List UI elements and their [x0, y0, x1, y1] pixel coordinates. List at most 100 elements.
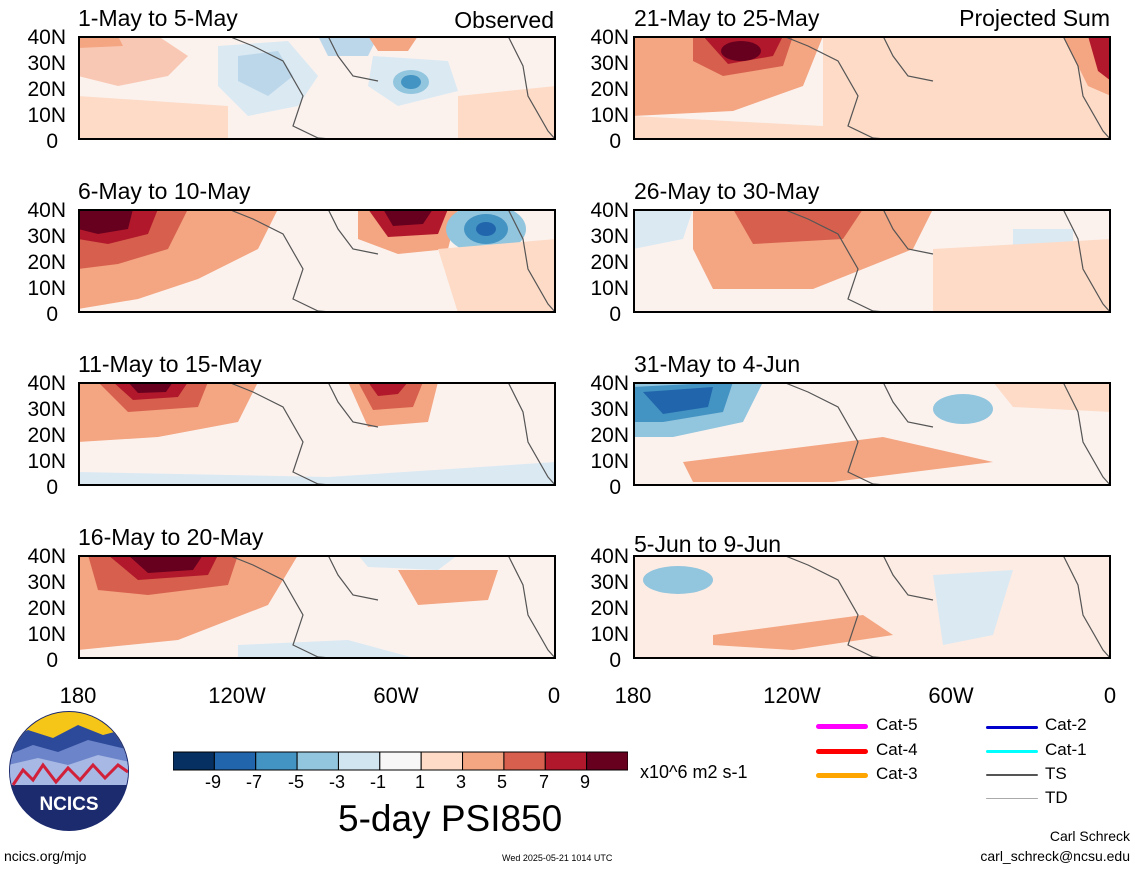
colorbar-tick: 3: [455, 772, 467, 792]
colorbar-units: x10^6 m2 s-1: [640, 762, 748, 782]
colorbar-swatch: [544, 751, 588, 771]
legend-label: Cat-1: [1045, 740, 1087, 759]
lat-label: 10N: [590, 450, 629, 473]
map-panel-5: [633, 36, 1111, 140]
lat-label: 0: [609, 130, 621, 153]
colorbar-swatch: [296, 751, 339, 771]
main-title: 5-day PSI850: [338, 798, 563, 839]
ncics-logo: NCICS: [8, 710, 130, 832]
lon-label: 0: [1103, 683, 1117, 708]
panel-title: 26-May to 30-May: [634, 178, 820, 204]
map-panel-2: [78, 209, 556, 313]
lat-label: 0: [46, 649, 58, 672]
legend-line-cat3: [816, 773, 868, 778]
colorbar-swatch: [213, 751, 257, 771]
lon-label: 180: [614, 683, 652, 708]
lat-label: 40N: [590, 26, 629, 49]
colorbar-swatch: [462, 751, 505, 771]
colorbar-swatch: [503, 751, 546, 771]
colorbar-tick: 5: [496, 772, 508, 792]
lat-label: 30N: [27, 398, 66, 421]
lat-label: 40N: [27, 26, 66, 49]
lon-label: 60W: [373, 683, 419, 708]
map-panel-3: [78, 382, 556, 486]
lat-label: 40N: [27, 545, 66, 568]
colorbar-swatches: [172, 751, 629, 771]
lat-label: 40N: [590, 372, 629, 395]
legend-label: Cat-5: [876, 715, 918, 734]
lat-label: 30N: [27, 52, 66, 75]
lon-label: 0: [547, 683, 561, 708]
footer-author: Carl Schreck: [1049, 828, 1130, 844]
map-panel-6: [633, 209, 1111, 313]
panel-title: 31-May to 4-Jun: [634, 351, 801, 377]
lat-label: 10N: [27, 104, 66, 127]
lat-label: 0: [609, 303, 621, 326]
legend-label: TD: [1045, 788, 1068, 807]
lat-label: 40N: [590, 199, 629, 222]
lat-label: 20N: [27, 597, 66, 620]
colorbar-tick: 9: [579, 772, 591, 792]
colorbar-tick: -1: [369, 772, 387, 792]
lon-label: 120W: [763, 683, 821, 708]
logo-text: NCICS: [39, 794, 98, 815]
map-panel-8: [633, 555, 1111, 659]
legend-label: Cat-2: [1045, 715, 1087, 734]
panel-title: 1-May to 5-May: [78, 5, 238, 31]
legend-line-cat1: [986, 750, 1038, 753]
colorbar-tick: 1: [414, 772, 426, 792]
lat-label: 20N: [27, 424, 66, 447]
lat-label: 0: [46, 303, 58, 326]
map-panel-7: [633, 382, 1111, 486]
colorbar-swatch: [172, 751, 215, 771]
lat-label: 20N: [590, 597, 629, 620]
lon-label: 60W: [928, 683, 974, 708]
lat-label: 40N: [590, 545, 629, 568]
colorbar-swatch: [586, 751, 629, 771]
colorbar-swatch: [420, 751, 464, 771]
lon-label: 180: [59, 683, 97, 708]
panel-title: 16-May to 20-May: [78, 524, 264, 550]
lat-label: 20N: [27, 251, 66, 274]
legend-label: Cat-4: [876, 740, 918, 759]
colorbar-swatch: [337, 751, 381, 771]
lat-label: 0: [609, 476, 621, 499]
lat-label: 30N: [27, 225, 66, 248]
lat-label: 10N: [590, 104, 629, 127]
colorbar-tick: 7: [538, 772, 550, 792]
legend-line-cat5: [816, 724, 868, 729]
legend-line-td: [986, 798, 1038, 799]
lat-label: 10N: [590, 623, 629, 646]
colorbar-tick: -9: [204, 772, 222, 792]
map-panel-1: [78, 36, 556, 140]
lat-label: 10N: [590, 277, 629, 300]
lat-label: 20N: [590, 78, 629, 101]
colorbar-tick: -3: [328, 772, 346, 792]
lat-label: 30N: [590, 398, 629, 421]
lat-label: 20N: [590, 424, 629, 447]
legend-line-cat4: [816, 749, 868, 754]
lat-label: 0: [46, 130, 58, 153]
legend-label: Cat-3: [876, 764, 918, 783]
map-panel-4: [78, 555, 556, 659]
lat-label: 30N: [590, 225, 629, 248]
lat-label: 0: [46, 476, 58, 499]
panel-corner-label: Projected Sum: [959, 5, 1110, 31]
colorbar-tick: -5: [287, 772, 305, 792]
lat-label: 40N: [27, 372, 66, 395]
lat-label: 30N: [590, 52, 629, 75]
legend-line-ts: [986, 774, 1038, 776]
lat-label: 20N: [27, 78, 66, 101]
panel-title: 11-May to 15-May: [78, 351, 262, 377]
lat-label: 0: [609, 649, 621, 672]
legend-label: TS: [1045, 764, 1067, 783]
lat-label: 10N: [27, 623, 66, 646]
lat-label: 20N: [590, 251, 629, 274]
panel-title: 5-Jun to 9-Jun: [634, 531, 782, 557]
lon-label: 120W: [208, 683, 266, 708]
colorbar-swatch: [255, 751, 298, 771]
legend-line-cat2: [986, 726, 1038, 729]
lat-label: 30N: [27, 571, 66, 594]
footer-email: carl_schreck@ncsu.edu: [980, 848, 1130, 864]
colorbar-swatch: [379, 751, 422, 771]
